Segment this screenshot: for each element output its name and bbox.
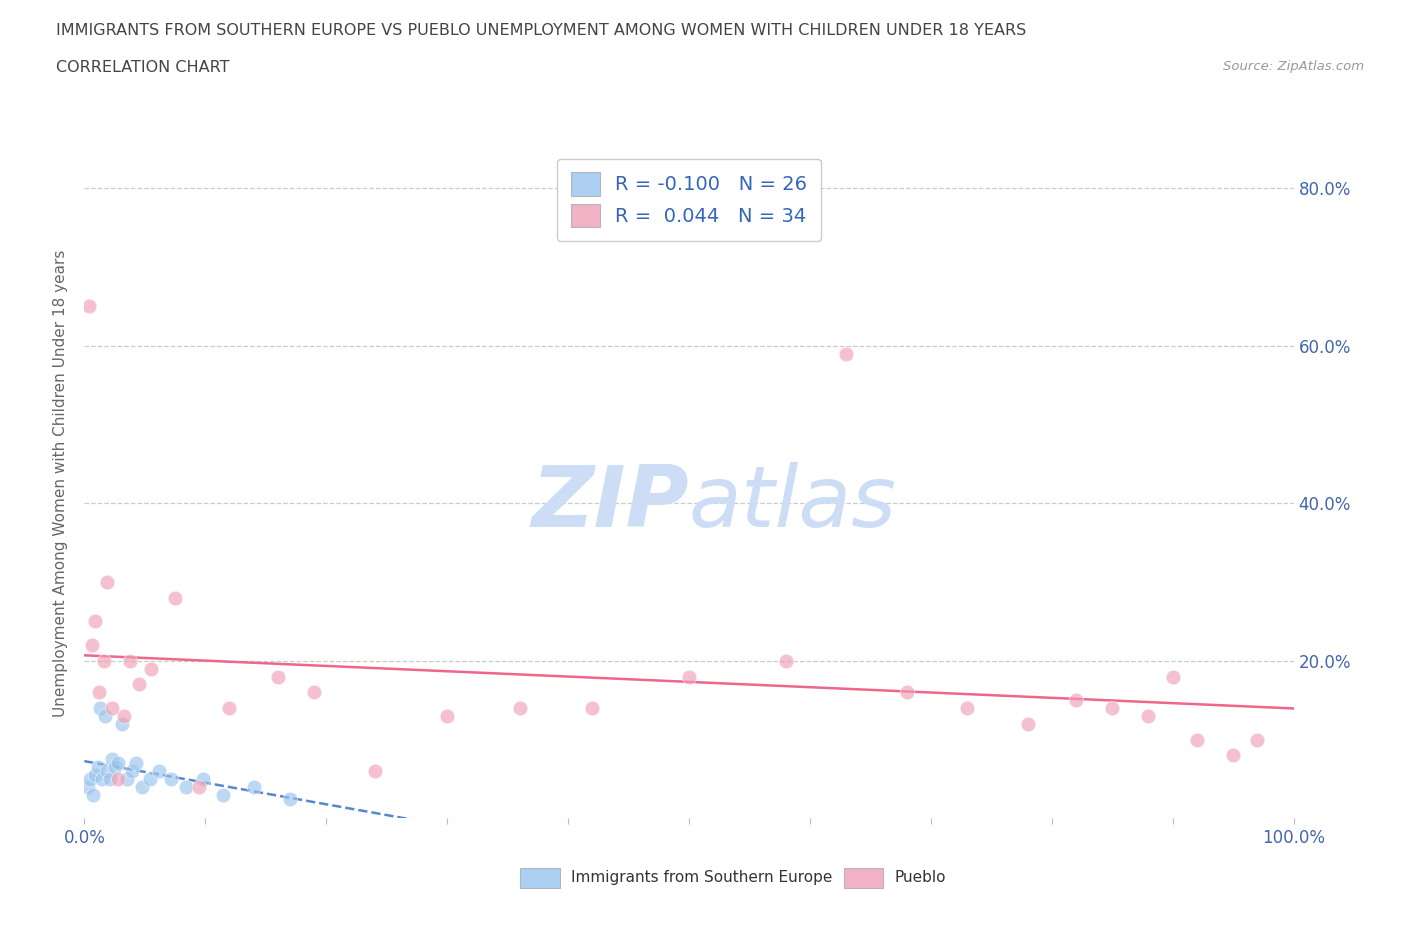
Point — [1222, 748, 1244, 763]
Point — [107, 756, 129, 771]
Point — [77, 779, 100, 794]
Point — [581, 700, 603, 715]
Point — [212, 788, 235, 803]
Point — [1101, 700, 1123, 715]
Point — [87, 684, 110, 699]
Point — [896, 684, 918, 699]
Point — [77, 299, 100, 313]
Point — [835, 346, 858, 361]
Y-axis label: Unemployment Among Women with Children Under 18 years: Unemployment Among Women with Children U… — [53, 250, 69, 717]
Text: Pueblo: Pueblo — [894, 870, 946, 885]
Point — [89, 700, 111, 715]
Point — [125, 756, 148, 771]
Point — [1185, 732, 1208, 747]
Point — [115, 772, 138, 787]
Point — [131, 779, 153, 794]
Text: CORRELATION CHART: CORRELATION CHART — [56, 60, 229, 75]
Point — [112, 709, 135, 724]
Point — [956, 700, 979, 715]
Point — [148, 764, 170, 778]
Point — [363, 764, 385, 778]
Point — [191, 772, 214, 787]
Point — [165, 591, 187, 605]
Point — [96, 764, 118, 778]
Text: atlas: atlas — [689, 462, 897, 545]
Point — [775, 654, 797, 669]
Point — [80, 638, 103, 653]
Point — [242, 779, 264, 794]
Point — [94, 709, 117, 724]
Point — [1064, 693, 1087, 708]
Point — [1137, 709, 1160, 724]
Point — [107, 772, 129, 787]
Legend: R = -0.100   N = 26, R =  0.044   N = 34: R = -0.100 N = 26, R = 0.044 N = 34 — [557, 158, 821, 241]
Point — [101, 751, 124, 766]
Point — [98, 772, 121, 787]
Point — [128, 677, 150, 692]
Point — [82, 788, 104, 803]
Text: ZIP: ZIP — [531, 462, 689, 545]
Point — [509, 700, 531, 715]
Point — [1161, 670, 1184, 684]
Point — [120, 654, 142, 669]
Point — [1017, 716, 1039, 731]
Point — [218, 700, 240, 715]
Text: IMMIGRANTS FROM SOUTHERN EUROPE VS PUEBLO UNEMPLOYMENT AMONG WOMEN WITH CHILDREN: IMMIGRANTS FROM SOUTHERN EUROPE VS PUEBL… — [56, 23, 1026, 38]
Text: Immigrants from Southern Europe: Immigrants from Southern Europe — [571, 870, 832, 885]
Point — [91, 772, 114, 787]
Point — [139, 661, 162, 676]
Point — [267, 670, 290, 684]
Point — [138, 772, 160, 787]
Point — [302, 684, 325, 699]
Text: Source: ZipAtlas.com: Source: ZipAtlas.com — [1223, 60, 1364, 73]
Point — [278, 791, 301, 806]
Point — [104, 760, 127, 775]
Point — [174, 779, 197, 794]
Point — [160, 772, 183, 787]
Point — [121, 764, 143, 778]
Point — [1246, 732, 1268, 747]
Point — [86, 760, 108, 775]
Point — [96, 575, 118, 590]
Point — [79, 772, 101, 787]
Point — [84, 767, 107, 782]
Point — [84, 614, 107, 629]
Point — [101, 700, 124, 715]
Point — [111, 716, 134, 731]
Point — [188, 779, 211, 794]
Point — [678, 670, 700, 684]
Point — [436, 709, 458, 724]
Point — [93, 654, 115, 669]
